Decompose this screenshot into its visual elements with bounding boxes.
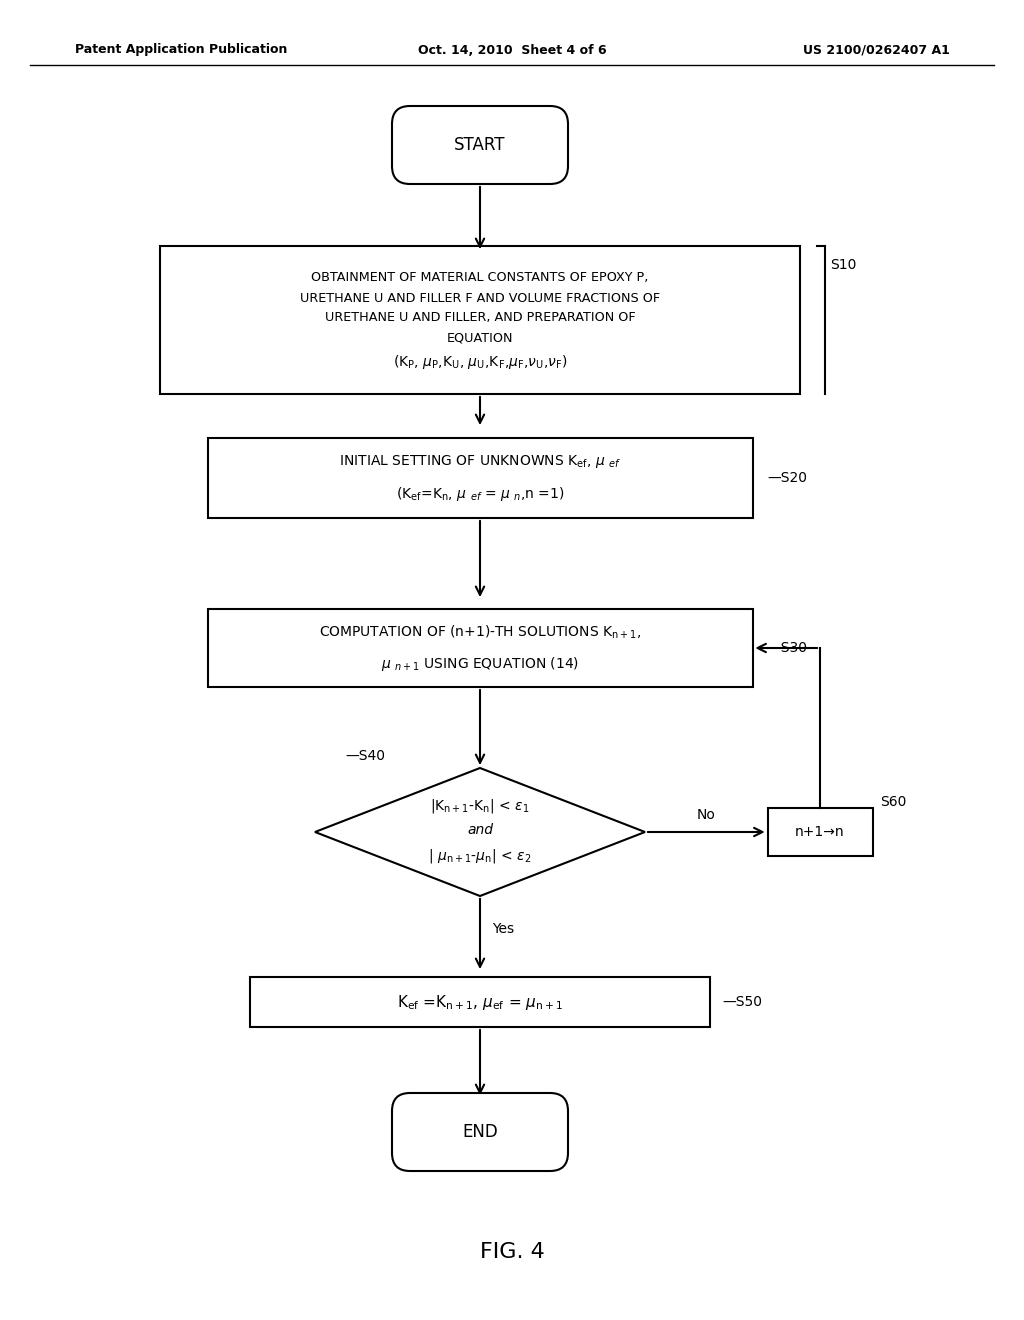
Text: COMPUTATION OF (n+1)-TH SOLUTIONS K$_\mathregular{n+1}$,: COMPUTATION OF (n+1)-TH SOLUTIONS K$_\ma… (318, 623, 641, 640)
Polygon shape (315, 768, 645, 896)
Text: Patent Application Publication: Patent Application Publication (75, 44, 288, 57)
Bar (160, 246, 800, 393)
Bar (250, 977, 710, 1027)
Text: K$_\mathregular{ef}$ =K$_\mathregular{n+1}$, $\mu$$_\mathregular{ef}$ = $\mu$$_\: K$_\mathregular{ef}$ =K$_\mathregular{n+… (397, 993, 563, 1011)
FancyBboxPatch shape (392, 106, 568, 183)
Text: OBTAINMENT OF MATERIAL CONSTANTS OF EPOXY P,: OBTAINMENT OF MATERIAL CONSTANTS OF EPOX… (311, 272, 648, 285)
Text: —S50: —S50 (722, 995, 762, 1008)
Text: and: and (467, 822, 493, 837)
Text: (K$_\mathsf{P}$, $\mu$$_\mathsf{P}$,K$_\mathsf{U}$, $\mu$$_\mathsf{U}$,K$_\maths: (K$_\mathsf{P}$, $\mu$$_\mathsf{P}$,K$_\… (392, 352, 567, 371)
Text: US 2100/0262407 A1: US 2100/0262407 A1 (803, 44, 950, 57)
Bar (768, 808, 872, 855)
Text: S60: S60 (881, 795, 907, 809)
Text: URETHANE U AND FILLER F AND VOLUME FRACTIONS OF: URETHANE U AND FILLER F AND VOLUME FRACT… (300, 292, 660, 305)
Text: END: END (462, 1123, 498, 1140)
Text: $\mu$ $_{n+1}$ USING EQUATION (14): $\mu$ $_{n+1}$ USING EQUATION (14) (381, 655, 579, 673)
Bar (208, 609, 753, 686)
Text: —S30: —S30 (768, 642, 808, 655)
Text: FIG. 4: FIG. 4 (479, 1242, 545, 1262)
Text: START: START (455, 136, 506, 154)
Text: —S20: —S20 (768, 471, 808, 484)
Bar (208, 438, 753, 517)
Text: |K$_\mathregular{n+1}$-K$_\mathregular{n}$| < $\varepsilon$$_\mathregular{1}$: |K$_\mathregular{n+1}$-K$_\mathregular{n… (430, 797, 529, 814)
Text: Oct. 14, 2010  Sheet 4 of 6: Oct. 14, 2010 Sheet 4 of 6 (418, 44, 606, 57)
Text: INITIAL SETTING OF UNKNOWNS K$_\mathregular{ef}$, $\mu$ $_{ef}$: INITIAL SETTING OF UNKNOWNS K$_\mathregu… (339, 454, 622, 470)
Text: EQUATION: EQUATION (446, 331, 513, 345)
Text: | $\mu$$_\mathregular{n+1}$-$\mu$$_\mathregular{n}$| < $\varepsilon$$_\mathregul: | $\mu$$_\mathregular{n+1}$-$\mu$$_\math… (428, 847, 531, 865)
Text: (K$_\mathregular{ef}$=K$_\mathregular{n}$, $\mu$ $_{ef}$ = $\mu$ $_{n}$,n =1): (K$_\mathregular{ef}$=K$_\mathregular{n}… (395, 484, 564, 503)
Text: URETHANE U AND FILLER, AND PREPARATION OF: URETHANE U AND FILLER, AND PREPARATION O… (325, 312, 635, 325)
Text: n+1→n: n+1→n (796, 825, 845, 840)
FancyBboxPatch shape (392, 1093, 568, 1171)
Text: Yes: Yes (492, 921, 514, 936)
Text: No: No (696, 808, 716, 822)
Text: S10: S10 (830, 257, 856, 272)
Text: —S40: —S40 (345, 748, 385, 763)
